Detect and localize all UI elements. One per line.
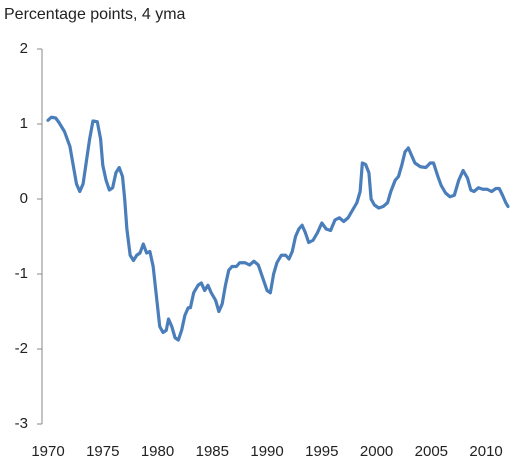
data-line <box>46 115 510 342</box>
chart-title: Percentage points, 4 yma <box>4 6 186 23</box>
x-tick-label: 1990 <box>250 443 283 460</box>
x-tick-label: 1985 <box>196 443 229 460</box>
y-tick-label: 0 <box>20 190 28 207</box>
x-tick-label: 1980 <box>141 443 174 460</box>
x-tick-label: 1975 <box>86 443 119 460</box>
y-tick-label: -3 <box>15 415 28 432</box>
y-tick-label: -1 <box>15 265 28 282</box>
x-tick-label: 1995 <box>305 443 338 460</box>
y-tick-label: 2 <box>20 40 28 57</box>
x-tick-label: 2000 <box>360 443 393 460</box>
x-tick-label: 2005 <box>415 443 448 460</box>
x-tick-label: 2010 <box>469 443 502 460</box>
y-tick-label: 1 <box>20 115 28 132</box>
y-tick-label: -2 <box>15 340 28 357</box>
x-tick-label: 1970 <box>31 443 64 460</box>
